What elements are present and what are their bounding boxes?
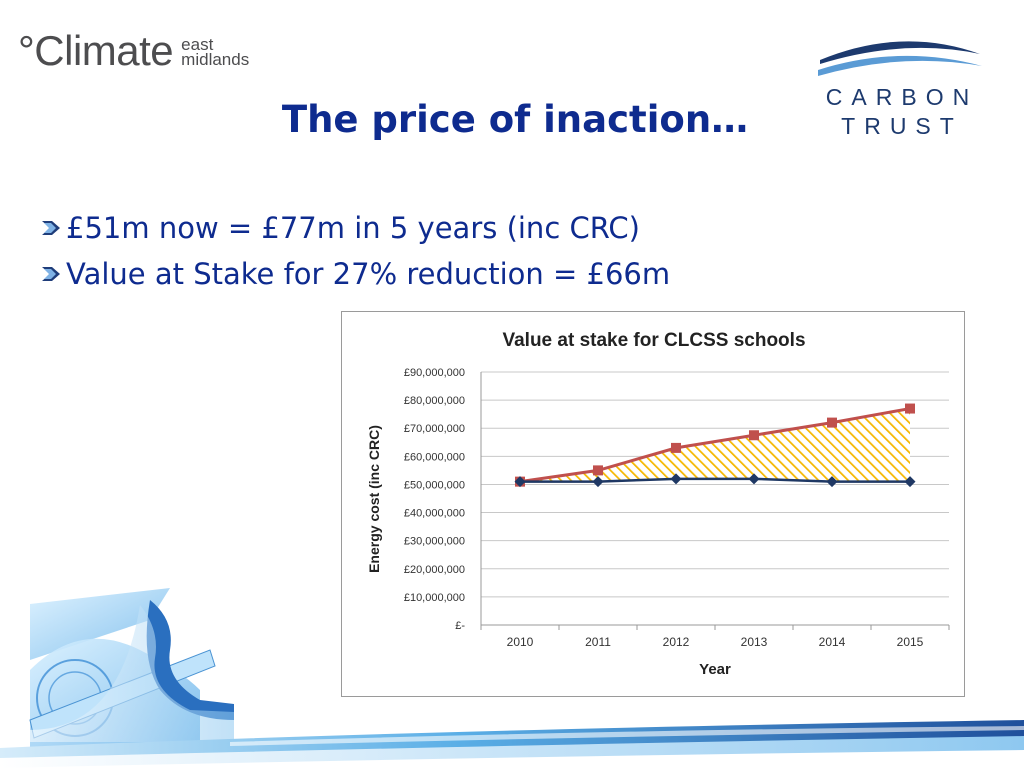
bullet-list: £51m now = £77m in 5 years (inc CRC) Val… [40, 205, 670, 297]
chart-x-tick-label: 2015 [897, 635, 924, 649]
carbon-trust-arcs-icon [818, 41, 982, 76]
ruler-artwork-icon [29, 588, 234, 750]
decorative-wave-artwork [0, 588, 1024, 768]
chart-y-tick-label: £70,000,000 [404, 423, 465, 435]
slide-title: The price of inaction… [281, 98, 749, 141]
chart-x-tick-label: 2012 [663, 635, 690, 649]
chart-point [670, 473, 682, 485]
chevron-bullet-icon [42, 221, 60, 235]
chart-y-tick-label: £10,000,000 [404, 592, 465, 604]
chart-point [593, 465, 603, 476]
bullet-text: Value at Stake for 27% reduction = £66m [66, 257, 671, 291]
chart-y-tick-label: £80,000,000 [404, 395, 465, 407]
chevron-bullet-icon [42, 267, 60, 281]
climate-logo-sub-line2: midlands [181, 50, 250, 69]
chart-x-axis-label: Year [699, 661, 731, 678]
chart-point [592, 476, 604, 488]
climate-logo-sub: east midlands [181, 35, 250, 69]
chart-y-tick-label: £90,000,000 [404, 367, 465, 379]
chart-point [905, 403, 915, 414]
chart-y-axis-label: Energy cost (inc CRC) [366, 425, 382, 573]
chart-point [904, 476, 916, 488]
bullet-text: £51m now = £77m in 5 years (inc CRC) [66, 211, 640, 245]
chart-y-tick-label: £60,000,000 [404, 451, 465, 463]
chart-y-tick-label: £20,000,000 [404, 564, 465, 576]
chart-y-tick-label: £- [455, 620, 465, 632]
chart-x-tick-label: 2013 [741, 635, 768, 649]
chart-series-line [519, 407, 911, 484]
chart-y-tick-label: £40,000,000 [404, 508, 465, 520]
carbon-trust-logo: CARBON TRUST [812, 30, 984, 140]
chart-y-tick-label: £30,000,000 [404, 536, 465, 548]
climate-logo-main: °Climate [18, 27, 174, 74]
chart-x-tick-label: 2011 [585, 635, 611, 649]
chart-point [827, 417, 837, 428]
bullet-item: £51m now = £77m in 5 years (inc CRC) [40, 205, 670, 251]
bullet-item: Value at Stake for 27% reduction = £66m [40, 251, 670, 297]
chart-title: Value at stake for CLCSS schools [502, 330, 805, 351]
climate-logo-sub-line1: east [181, 35, 214, 54]
chart-series-line [520, 477, 910, 483]
chart-point [749, 430, 759, 441]
carbon-trust-line1: CARBON [825, 84, 979, 110]
chart-x-tick-label: 2014 [819, 635, 846, 649]
bottom-wave-light [0, 736, 1024, 768]
value-at-stake-chart: Value at stake for CLCSS schools Energy … [341, 311, 965, 697]
climate-east-midlands-logo: °Climate east midlands [18, 30, 249, 72]
bottom-wave-highlight [230, 726, 1024, 746]
chart-point [671, 442, 681, 453]
chart-point [826, 476, 838, 488]
chart-x-tick-label: 2010 [507, 635, 534, 649]
carbon-trust-line2: TRUST [841, 113, 963, 139]
chart-point [748, 473, 760, 485]
chart-y-tick-label: £50,000,000 [404, 479, 465, 491]
chart-svg: Value at stake for CLCSS schools Energy … [366, 330, 950, 678]
chart-point [514, 476, 526, 488]
